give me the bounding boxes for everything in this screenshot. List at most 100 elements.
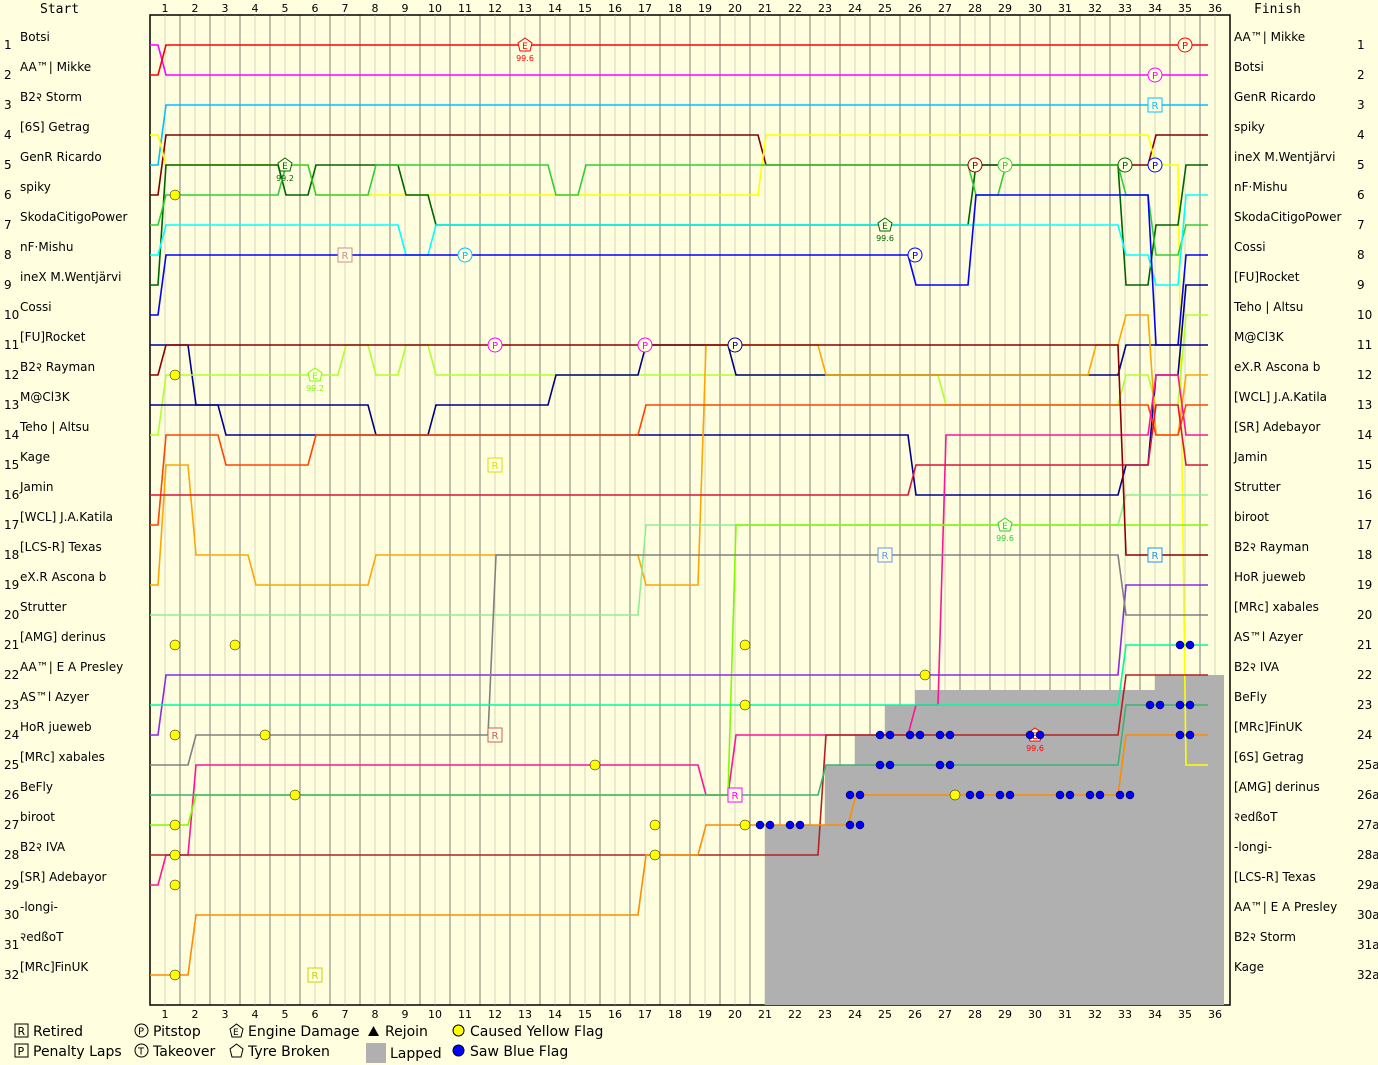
lap-tick-top: 12	[488, 2, 502, 15]
start-position-label: 22	[4, 668, 19, 682]
pitstop-marker-label: P	[972, 161, 978, 172]
blue-flag-marker	[785, 820, 795, 830]
series-line	[150, 584, 1208, 736]
finish-driver-label: २edßoT	[1234, 810, 1278, 824]
pitstop-marker-label: P	[492, 341, 498, 352]
engine-damage-label: E	[1032, 732, 1038, 742]
blue-flag-marker	[845, 820, 855, 830]
series-line	[150, 554, 1208, 766]
pitstop-marker	[1117, 157, 1133, 173]
finish-position-label: 27a	[1357, 818, 1378, 832]
lap-tick-bottom: 36	[1208, 1008, 1222, 1021]
lapped-block	[915, 690, 975, 1005]
pitstop-marker-label: P	[462, 251, 468, 262]
lap-tick-top: 1	[162, 2, 169, 15]
start-driver-label: biroot	[20, 810, 55, 824]
engine-damage-pct: 99.6	[996, 534, 1014, 543]
start-position-label: 23	[4, 698, 19, 712]
finish-driver-label: GenR Ricardo	[1234, 90, 1316, 104]
yellow-flag-marker	[739, 639, 751, 651]
start-position-label: 2	[4, 68, 12, 82]
lap-tick-top: 4	[252, 2, 259, 15]
pitstop-marker	[487, 337, 503, 353]
yellow-flag-marker	[919, 669, 931, 681]
blue-flag-marker	[765, 820, 775, 830]
lap-tick-top: 18	[668, 2, 682, 15]
blue-flag-marker	[1125, 790, 1135, 800]
pitstop-marker	[457, 247, 473, 263]
lap-tick-bottom: 6	[312, 1008, 319, 1021]
finish-driver-label: [FU]Rocket	[1234, 270, 1300, 284]
lap-tick-top: 5	[282, 2, 289, 15]
blue-flag-marker	[1085, 790, 1095, 800]
lap-tick-bottom: 30	[1028, 1008, 1042, 1021]
lap-tick-top: 29	[998, 2, 1012, 15]
pitstop-marker-label: P	[1182, 41, 1188, 52]
retired-icon: R	[14, 1023, 29, 1038]
start-position-label: 5	[4, 158, 12, 172]
blue-flag-icon	[452, 1044, 465, 1057]
penalty-icon: P	[14, 1043, 29, 1058]
start-position-label: 29	[4, 878, 19, 892]
finish-position-label: 1	[1357, 38, 1365, 52]
start-driver-label: eX.R Ascona b	[20, 570, 106, 584]
start-position-label: 26	[4, 788, 19, 802]
lap-tick-top: 25	[878, 2, 892, 15]
retired-marker-label: R	[882, 551, 889, 562]
start-position-label: 28	[4, 848, 19, 862]
markers: P P P P P P P P P P P R R R R R R R R E 99.6 E 99.2 E 99.6 E 99.2 E…	[169, 37, 1195, 983]
start-position-label: 21	[4, 638, 19, 652]
retired-marker	[877, 547, 893, 563]
yellow-flag-marker	[169, 879, 181, 891]
start-position-label: 30	[4, 908, 19, 922]
blue-flag-marker	[945, 760, 955, 770]
finish-driver-label: AS™l Azyer	[1234, 630, 1303, 644]
lapped-block	[1185, 675, 1224, 1005]
takeover-icon: T	[134, 1043, 149, 1058]
blue-flag-marker	[1055, 790, 1065, 800]
start-driver-label: HoR jueweb	[20, 720, 92, 734]
finish-position-label: 18	[1357, 548, 1372, 562]
lap-tick-bottom: 2	[192, 1008, 199, 1021]
lap-tick-top: 20	[728, 2, 742, 15]
lap-tick-bottom: 5	[282, 1008, 289, 1021]
engine-damage-pct: 99.6	[1026, 744, 1044, 753]
blue-flag-marker	[935, 760, 945, 770]
start-driver-label: Kage	[20, 450, 50, 464]
svg-text:T: T	[137, 1047, 145, 1058]
start-driver-label: ineX M.Wentjärvi	[20, 270, 121, 284]
lap-tick-top: 30	[1028, 2, 1042, 15]
start-position-label: 1	[4, 38, 12, 52]
lap-tick-top: 33	[1118, 2, 1132, 15]
finish-driver-label: Botsi	[1234, 60, 1264, 74]
retired-marker-label: R	[1152, 551, 1159, 562]
yellow-flag-marker	[169, 729, 181, 741]
retired-marker-label: R	[732, 791, 739, 802]
legend-yellow: Caused Yellow Flag	[451, 1023, 603, 1041]
start-driver-label: -longi-	[20, 900, 58, 914]
legend-lapped: Lapped	[366, 1043, 442, 1063]
start-driver-label: [FU]Rocket	[20, 330, 86, 344]
start-position-label: 17	[4, 518, 19, 532]
finish-position-label: 23	[1357, 698, 1372, 712]
start-driver-label: [SR] Adebayor	[20, 870, 107, 884]
finish-position-label: 7	[1357, 218, 1365, 232]
finish-driver-label: [WCL] J.A.Katila	[1234, 390, 1327, 404]
lapped-block	[855, 735, 885, 1005]
lapped-block	[975, 690, 1095, 1005]
blue-flag-marker	[1155, 700, 1165, 710]
start-driver-label: AS™l Azyer	[20, 690, 89, 704]
retired-marker	[337, 247, 353, 263]
lap-tick-top: 36	[1208, 2, 1222, 15]
start-position-label: 8	[4, 248, 12, 262]
lap-tick-top: 17	[638, 2, 652, 15]
start-position-label: 12	[4, 368, 19, 382]
finish-position-label: 30a	[1357, 908, 1378, 922]
finish-position-label: 8	[1357, 248, 1365, 262]
start-position-label: 25	[4, 758, 19, 772]
finish-position-label: 9	[1357, 278, 1365, 292]
lap-tick-top: 28	[968, 2, 982, 15]
series-line	[150, 194, 1208, 346]
engine-damage-label: E	[882, 222, 888, 232]
yellow-flag-marker	[229, 639, 241, 651]
